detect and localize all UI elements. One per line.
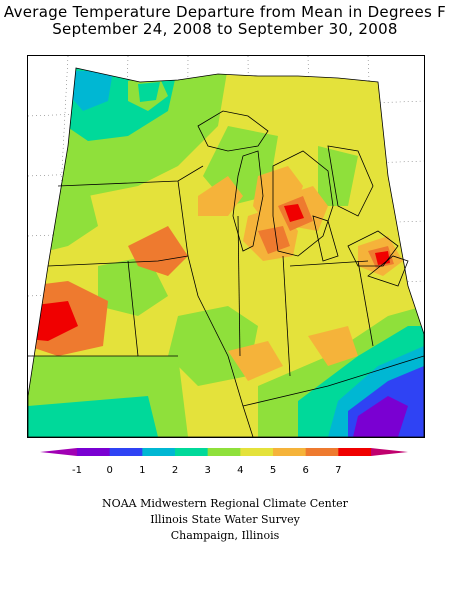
legend-swatch [77, 448, 111, 456]
legend-swatch [305, 448, 339, 456]
legend-tick-label: 7 [335, 465, 341, 476]
temperature-fill [28, 68, 424, 437]
legend-bar: -1 0 1 2 3 4 5 6 7 [40, 448, 408, 476]
temperature-map [28, 56, 424, 437]
legend-tick-label: -1 [72, 465, 82, 476]
title-line-2: September 24, 2008 to September 30, 2008 [52, 20, 398, 38]
title-line-1: Average Temperature Departure from Mean … [3, 3, 447, 21]
legend-under-arrow [40, 448, 77, 456]
state-boundaries [28, 67, 424, 437]
legend-over-arrow [371, 448, 408, 456]
legend-swatch [273, 448, 307, 456]
credit-line-1: NOAA Midwestern Regional Climate Center [102, 497, 348, 510]
legend-tick-label: 1 [139, 465, 145, 476]
legend-swatch [240, 448, 274, 456]
legend-swatch [109, 448, 143, 456]
legend-swatches [77, 448, 372, 456]
color-legend: -1 0 1 2 3 4 5 6 7 [40, 448, 410, 482]
legend-tick-label: 6 [302, 465, 308, 476]
legend-tick-label: 0 [106, 465, 112, 476]
legend-tick-labels: -1 0 1 2 3 4 5 6 7 [72, 465, 342, 476]
legend-tick-label: 5 [270, 465, 276, 476]
credit-line-3: Champaign, Illinois [170, 529, 280, 542]
legend-tick-label: 3 [204, 465, 210, 476]
legend-swatch [338, 448, 372, 456]
credits: NOAA Midwestern Regional Climate Center … [0, 496, 450, 544]
credit-line-2: Illinois State Water Survey [150, 513, 300, 526]
legend-swatch [175, 448, 209, 456]
legend-tick-label: 4 [237, 465, 243, 476]
legend-tick-label: 2 [172, 465, 178, 476]
map-title: Average Temperature Departure from Mean … [0, 4, 450, 38]
map-panel [27, 55, 425, 438]
legend-swatch [207, 448, 241, 456]
legend-swatch [142, 448, 176, 456]
